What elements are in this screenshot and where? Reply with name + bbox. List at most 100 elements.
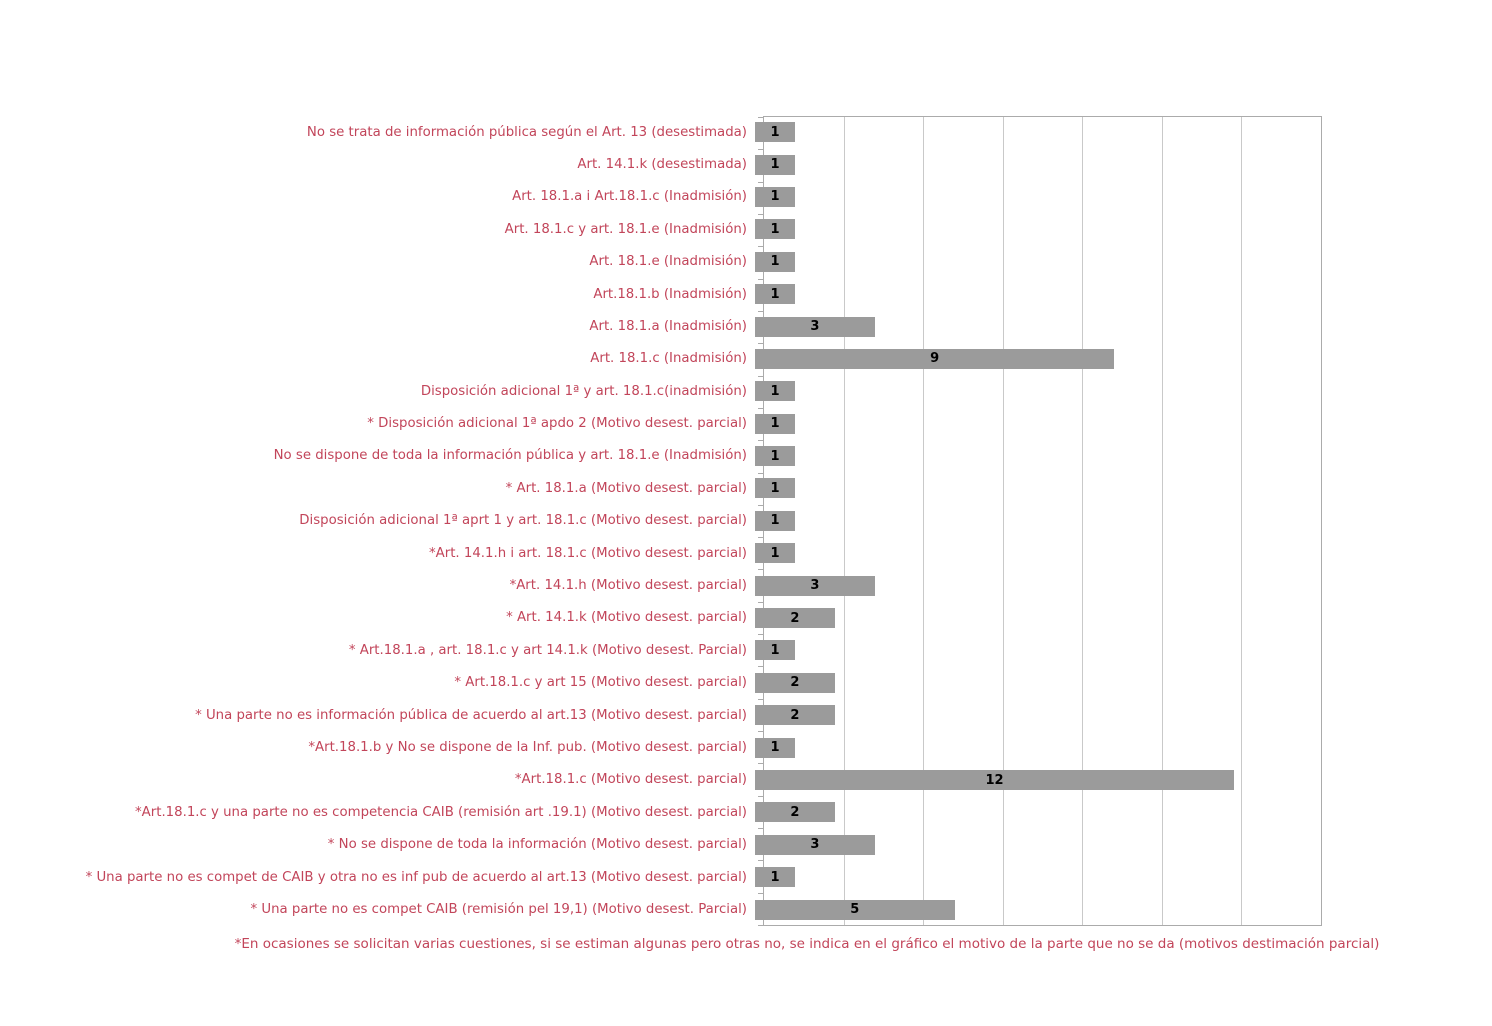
bar: 1	[755, 413, 795, 434]
bar-cell: 1	[755, 181, 1314, 213]
category-label: * Art.18.1.c y art 15 (Motivo desest. pa…	[454, 675, 747, 691]
chart-row: * Art. 18.1.a (Motivo desest. parcial) 1	[0, 472, 1322, 504]
category-label: *Art. 14.1.h i art. 18.1.c (Motivo deses…	[429, 545, 747, 561]
category-label: Disposición adicional 1ª aprt 1 y art. 1…	[299, 513, 747, 529]
chart-rows: No se trata de información pública según…	[0, 116, 1322, 926]
bar: 1	[755, 543, 795, 564]
bar-cell: 3	[755, 569, 1314, 601]
value-label: 2	[790, 707, 800, 723]
category-label: *Art.18.1.c (Motivo desest. parcial)	[514, 772, 747, 788]
value-label: 1	[770, 254, 780, 270]
y-axis-tick	[758, 278, 763, 280]
category-label: Art. 18.1.c y art. 18.1.e (Inadmisión)	[504, 221, 747, 237]
bar: 1	[755, 478, 795, 499]
category-label: No se dispone de toda la información púb…	[273, 448, 747, 464]
value-label: 1	[770, 157, 780, 173]
bar-cell: 1	[755, 278, 1314, 310]
bar: 1	[755, 154, 795, 175]
category-label: * No se dispone de toda la información (…	[327, 837, 747, 853]
bar: 2	[755, 802, 835, 823]
bar: 1	[755, 381, 795, 402]
bar-cell: 1	[755, 148, 1314, 180]
y-axis-tick	[758, 828, 763, 830]
y-axis-tick	[758, 472, 763, 474]
value-label: 9	[930, 351, 940, 367]
chart-row: *Art. 14.1.h i art. 18.1.c (Motivo deses…	[0, 537, 1322, 569]
bar-cell: 3	[755, 829, 1314, 861]
chart-row: * Art. 14.1.k (Motivo desest. parcial) 2	[0, 602, 1322, 634]
bar-cell: 3	[755, 310, 1314, 342]
category-label: * Art. 14.1.k (Motivo desest. parcial)	[506, 610, 747, 626]
bar-cell: 1	[755, 375, 1314, 407]
value-label: 1	[770, 221, 780, 237]
y-axis-tick	[758, 375, 763, 377]
category-label: *Art.18.1.b y No se dispone de la Inf. p…	[308, 739, 747, 755]
bar: 2	[755, 672, 835, 693]
value-label: 12	[985, 772, 1004, 788]
y-axis-tick	[758, 795, 763, 797]
y-axis-tick	[758, 504, 763, 506]
category-label: *Art. 14.1.h (Motivo desest. parcial)	[509, 578, 747, 594]
chart-row: *Art.18.1.b y No se dispone de la Inf. p…	[0, 731, 1322, 763]
chart-row: * Disposición adicional 1ª apdo 2 (Motiv…	[0, 408, 1322, 440]
gridline-x-10	[1161, 117, 1163, 925]
chart-row: * Art.18.1.c y art 15 (Motivo desest. pa…	[0, 667, 1322, 699]
y-axis-tick	[758, 860, 763, 862]
chart-row: Art. 18.1.e (Inadmisión) 1	[0, 246, 1322, 278]
category-label: * Una parte no es información pública de…	[195, 707, 747, 723]
y-axis-tick	[758, 698, 763, 700]
bar-cell: 1	[755, 440, 1314, 472]
y-axis-tick	[758, 246, 763, 248]
bar-cell: 1	[755, 116, 1314, 148]
bar: 1	[755, 251, 795, 272]
chart-row: Disposición adicional 1ª y art. 18.1.c(i…	[0, 375, 1322, 407]
y-axis-tick	[758, 601, 763, 603]
category-label: Disposición adicional 1ª y art. 18.1.c(i…	[420, 383, 747, 399]
chart-row: Art. 18.1.a i Art.18.1.c (Inadmisión) 1	[0, 181, 1322, 213]
chart-row: Art. 18.1.c y art. 18.1.e (Inadmisión) 1	[0, 213, 1322, 245]
gridline-x-6	[1002, 117, 1004, 925]
chart-row: *Art.18.1.c y una parte no es competenci…	[0, 796, 1322, 828]
bar-cell: 1	[755, 408, 1314, 440]
value-label: 1	[770, 416, 780, 432]
chart-row: No se trata de información pública según…	[0, 116, 1322, 148]
chart-row: *Art.18.1.c (Motivo desest. parcial) 12	[0, 764, 1322, 796]
bar-cell: 1	[755, 861, 1314, 893]
chart-row: Art. 14.1.k (desestimada) 1	[0, 148, 1322, 180]
category-label: * Una parte no es compet de CAIB y otra …	[85, 869, 747, 885]
value-label: 1	[770, 545, 780, 561]
bar-cell: 1	[755, 472, 1314, 504]
value-label: 2	[790, 675, 800, 691]
bar-cell: 1	[755, 634, 1314, 666]
value-label: 1	[770, 124, 780, 140]
chart-row: *Art. 14.1.h (Motivo desest. parcial) 3	[0, 569, 1322, 601]
value-label: 5	[850, 902, 860, 918]
bar-cell: 2	[755, 699, 1314, 731]
bar: 1	[755, 186, 795, 207]
category-label: Art. 18.1.a (Inadmisión)	[589, 318, 747, 334]
bar: 1	[755, 284, 795, 305]
value-label: 3	[810, 319, 820, 335]
bar-cell: 1	[755, 731, 1314, 763]
value-label: 3	[810, 578, 820, 594]
bar-cell: 1	[755, 537, 1314, 569]
chart-row: Art. 18.1.a (Inadmisión) 3	[0, 310, 1322, 342]
bar: 3	[755, 834, 875, 855]
y-axis-tick	[758, 343, 763, 345]
gridline-x-12	[1241, 117, 1243, 925]
y-axis-tick	[758, 634, 763, 636]
y-axis-tick	[758, 537, 763, 539]
bar: 1	[755, 446, 795, 467]
bar: 2	[755, 608, 835, 629]
value-label: 1	[770, 740, 780, 756]
bar: 3	[755, 316, 875, 337]
category-label: * Art.18.1.a , art. 18.1.c y art 14.1.k …	[348, 642, 747, 658]
bar: 1	[755, 867, 795, 888]
gridline-x-2	[843, 117, 845, 925]
chart-footnote: *En ocasiones se solicitan varias cuesti…	[234, 936, 1380, 952]
bar: 1	[755, 737, 795, 758]
bar: 12	[755, 770, 1235, 790]
category-label: * Una parte no es compet CAIB (remisión …	[250, 901, 747, 917]
bar-cell: 2	[755, 667, 1314, 699]
